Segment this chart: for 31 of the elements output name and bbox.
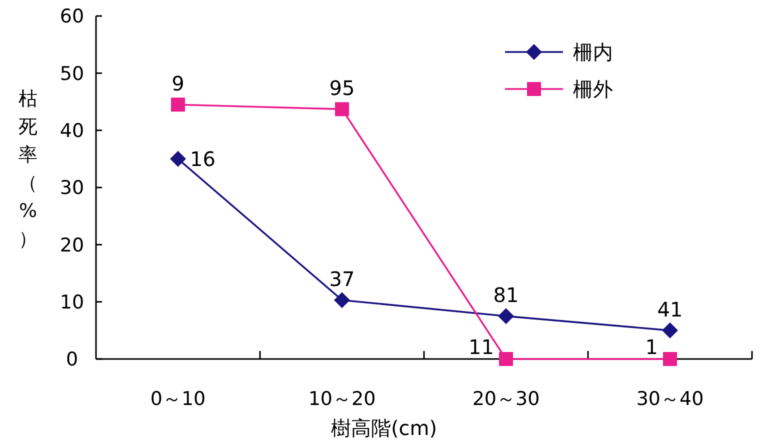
annotation: 16 [190,146,216,171]
x-tick-label: 30～40 [636,388,704,410]
point [335,102,349,116]
point [663,352,677,366]
annotation: 81 [493,283,519,308]
x-axis-title: 樹高階(cm) [330,416,438,440]
x-tick-label: 0～10 [150,388,206,410]
y-tick-label: 30 [60,177,84,200]
point [499,352,513,366]
y-tick-label: 10 [60,291,84,314]
legend-label: 柵内 [573,40,613,64]
annotation: 37 [329,267,355,292]
y-tick-label: 60 [60,6,84,28]
annotation: 9 [172,72,184,96]
y-axis-title: 枯死率（%） [18,88,38,250]
legend-label: 柵外 [573,77,613,101]
point [170,150,186,167]
y-tick-label: 20 [60,234,84,256]
y-tick-label: 0 [66,348,78,371]
x-tick-label: 10～20 [308,388,376,410]
y-tick-label: 40 [60,120,84,142]
y-tick-label: 50 [60,62,84,85]
point [334,292,350,308]
point [662,322,678,338]
annotation: 95 [329,76,355,100]
annotation: 1 [645,335,658,359]
x-tick-label: 20～30 [472,388,540,410]
annotation: 41 [657,297,683,322]
point [171,98,185,112]
annotation: 11 [468,335,494,359]
point [498,308,514,324]
